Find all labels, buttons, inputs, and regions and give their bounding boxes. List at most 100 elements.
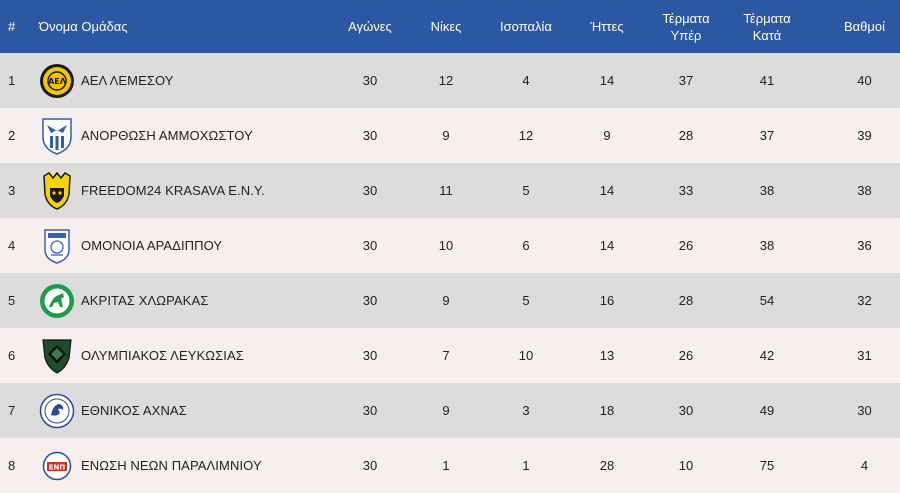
wins-cell: 11 [439, 183, 453, 198]
goals-against-cell: 38 [759, 183, 775, 198]
rank-cell: 3 [8, 183, 16, 198]
played-cell: 30 [362, 183, 378, 198]
losses-cell: 14 [599, 183, 615, 198]
table-row[interactable]: 6 ΟΛΥΜΠΙΑΚΟΣ ΛΕΥΚΩΣΙΑΣ 30 7 10 13 26 42 … [0, 328, 900, 383]
played-cell: 30 [362, 293, 378, 308]
rank-cell: 8 [8, 458, 16, 473]
team-cell[interactable]: ΟΜΟΝΟΙΑ ΑΡΑΔΙΠΠΟΥ [39, 218, 333, 273]
team-name[interactable]: ΟΜΟΝΟΙΑ ΑΡΑΔΙΠΠΟΥ [81, 238, 223, 253]
table-row[interactable]: 5 ΑΚΡΙΤΑΣ ΧΛΩΡΑΚΑΣ 30 9 5 16 28 54 32 [0, 273, 900, 328]
goals-for-cell: 26 [678, 238, 694, 253]
team-cell[interactable]: ΟΛΥΜΠΙΑΚΟΣ ΛΕΥΚΩΣΙΑΣ [39, 328, 333, 383]
wins-cell: 9 [442, 128, 450, 143]
draws-cell: 6 [522, 238, 530, 253]
wins-cell: 9 [442, 293, 450, 308]
draws-cell: 12 [518, 128, 534, 143]
ael-crest-icon: ΑΕΛ [39, 61, 75, 101]
col-header-losses: Ήττες [590, 19, 624, 34]
losses-cell: 14 [599, 238, 615, 253]
team-cell[interactable]: ΕΘΝΙΚΟΣ ΑΧΝΑΣ [39, 383, 333, 438]
losses-cell: 28 [599, 458, 615, 473]
col-header-rank: # [8, 19, 16, 34]
draws-cell: 5 [522, 293, 530, 308]
goals-for-label-line2: Υπέρ [670, 27, 702, 43]
draws-cell: 4 [522, 73, 530, 88]
goals-against-cell: 38 [759, 238, 775, 253]
col-header-wins: Νίκες [430, 19, 462, 34]
goals-for-cell: 28 [678, 128, 694, 143]
losses-cell: 9 [603, 128, 611, 143]
krasava-crest-icon [39, 171, 75, 211]
goals-against-cell: 54 [759, 293, 775, 308]
goals-for-label-line1: Τέρματα [662, 10, 710, 26]
team-name[interactable]: ΑΕΛ ΛΕΜΕΣΟΥ [81, 73, 174, 88]
wins-cell: 9 [442, 403, 450, 418]
goals-for-cell: 33 [678, 183, 694, 198]
rank-cell: 1 [8, 73, 16, 88]
losses-cell: 13 [599, 348, 615, 363]
goals-against-cell: 49 [759, 403, 775, 418]
table-row[interactable]: 8 ΕΝΠ ΕΝΩΣΗ ΝΕΩΝ ΠΑΡΑΛΙΜΝΙΟΥ 30 1 1 28 1… [0, 438, 900, 493]
goals-against-cell: 42 [759, 348, 775, 363]
team-cell[interactable]: ΕΝΠ ΕΝΩΣΗ ΝΕΩΝ ΠΑΡΑΛΙΜΝΙΟΥ [39, 438, 333, 493]
wins-cell: 7 [442, 348, 450, 363]
col-header-played: Αγώνες [348, 19, 392, 34]
goals-for-cell: 28 [678, 293, 694, 308]
played-cell: 30 [362, 458, 378, 473]
table-row[interactable]: 7 ΕΘΝΙΚΟΣ ΑΧΝΑΣ 30 9 3 18 30 49 30 [0, 383, 900, 438]
goals-for-cell: 26 [678, 348, 694, 363]
draws-cell: 5 [522, 183, 530, 198]
goals-against-label-line1: Τέρματα [743, 10, 791, 26]
goals-against-label-line2: Κατά [752, 27, 782, 43]
table-row[interactable]: 4 ΟΜΟΝΟΙΑ ΑΡΑΔΙΠΠΟΥ 30 10 6 14 26 38 36 [0, 218, 900, 273]
rank-cell: 6 [8, 348, 16, 363]
enp-crest-icon: ΕΝΠ [39, 446, 75, 486]
goals-for-cell: 30 [678, 403, 694, 418]
points-cell: 31 [857, 348, 872, 363]
draws-cell: 1 [522, 458, 530, 473]
team-name[interactable]: FREEDOM24 KRASAVA E.N.Y. [81, 183, 265, 198]
points-cell: 36 [857, 238, 872, 253]
team-cell[interactable]: ΑΕΛ ΑΕΛ ΛΕΜΕΣΟΥ [39, 53, 333, 108]
team-cell[interactable]: FREEDOM24 KRASAVA E.N.Y. [39, 163, 333, 218]
losses-cell: 16 [599, 293, 615, 308]
losses-cell: 18 [599, 403, 615, 418]
team-name[interactable]: ΕΘΝΙΚΟΣ ΑΧΝΑΣ [81, 403, 187, 418]
table-row[interactable]: 1 ΑΕΛ ΑΕΛ ΛΕΜΕΣΟΥ 30 12 4 14 37 41 40 [0, 53, 900, 108]
points-cell: 40 [857, 73, 872, 88]
col-header-goals-against: Τέρματα Κατά [725, 0, 809, 53]
table-row[interactable]: 3 FREEDOM24 KRASAVA E.N.Y. 30 11 5 14 33… [0, 163, 900, 218]
anorthosis-crest-icon [39, 116, 75, 156]
team-cell[interactable]: ΑΚΡΙΤΑΣ ΧΛΩΡΑΚΑΣ [39, 273, 333, 328]
wins-cell: 1 [442, 458, 450, 473]
wins-cell: 10 [438, 238, 454, 253]
goals-against-cell: 41 [759, 73, 775, 88]
points-cell: 32 [857, 293, 872, 308]
points-cell: 4 [860, 458, 869, 473]
ethnikos-crest-icon [39, 391, 75, 431]
team-cell[interactable]: ΑΝΟΡΘΩΣΗ ΑΜΜΟΧΩΣΤΟΥ [39, 108, 333, 163]
played-cell: 30 [362, 348, 378, 363]
points-cell: 39 [857, 128, 872, 143]
akritas-crest-icon [39, 281, 75, 321]
points-cell: 38 [857, 183, 872, 198]
col-header-points: Βαθμοί [843, 19, 886, 34]
rank-cell: 5 [8, 293, 16, 308]
played-cell: 30 [362, 73, 378, 88]
rank-cell: 2 [8, 128, 16, 143]
points-cell: 30 [857, 403, 872, 418]
olympiakos-crest-icon [39, 336, 75, 376]
draws-cell: 10 [518, 348, 534, 363]
played-cell: 30 [362, 403, 378, 418]
goals-against-cell: 75 [759, 458, 775, 473]
svg-text:ΑΕΛ: ΑΕΛ [48, 77, 67, 86]
team-name[interactable]: ΑΚΡΙΤΑΣ ΧΛΩΡΑΚΑΣ [81, 293, 209, 308]
team-name[interactable]: ΑΝΟΡΘΩΣΗ ΑΜΜΟΧΩΣΤΟΥ [81, 128, 253, 143]
team-name[interactable]: ΟΛΥΜΠΙΑΚΟΣ ΛΕΥΚΩΣΙΑΣ [81, 348, 244, 363]
rank-cell: 4 [8, 238, 16, 253]
rank-cell: 7 [8, 403, 16, 418]
played-cell: 30 [362, 128, 378, 143]
table-row[interactable]: 2 ΑΝΟΡΘΩΣΗ ΑΜΜΟΧΩΣΤΟΥ 30 9 12 9 28 37 39 [0, 108, 900, 163]
svg-text:ΕΝΠ: ΕΝΠ [49, 463, 66, 471]
team-name[interactable]: ΕΝΩΣΗ ΝΕΩΝ ΠΑΡΑΛΙΜΝΙΟΥ [81, 458, 262, 473]
